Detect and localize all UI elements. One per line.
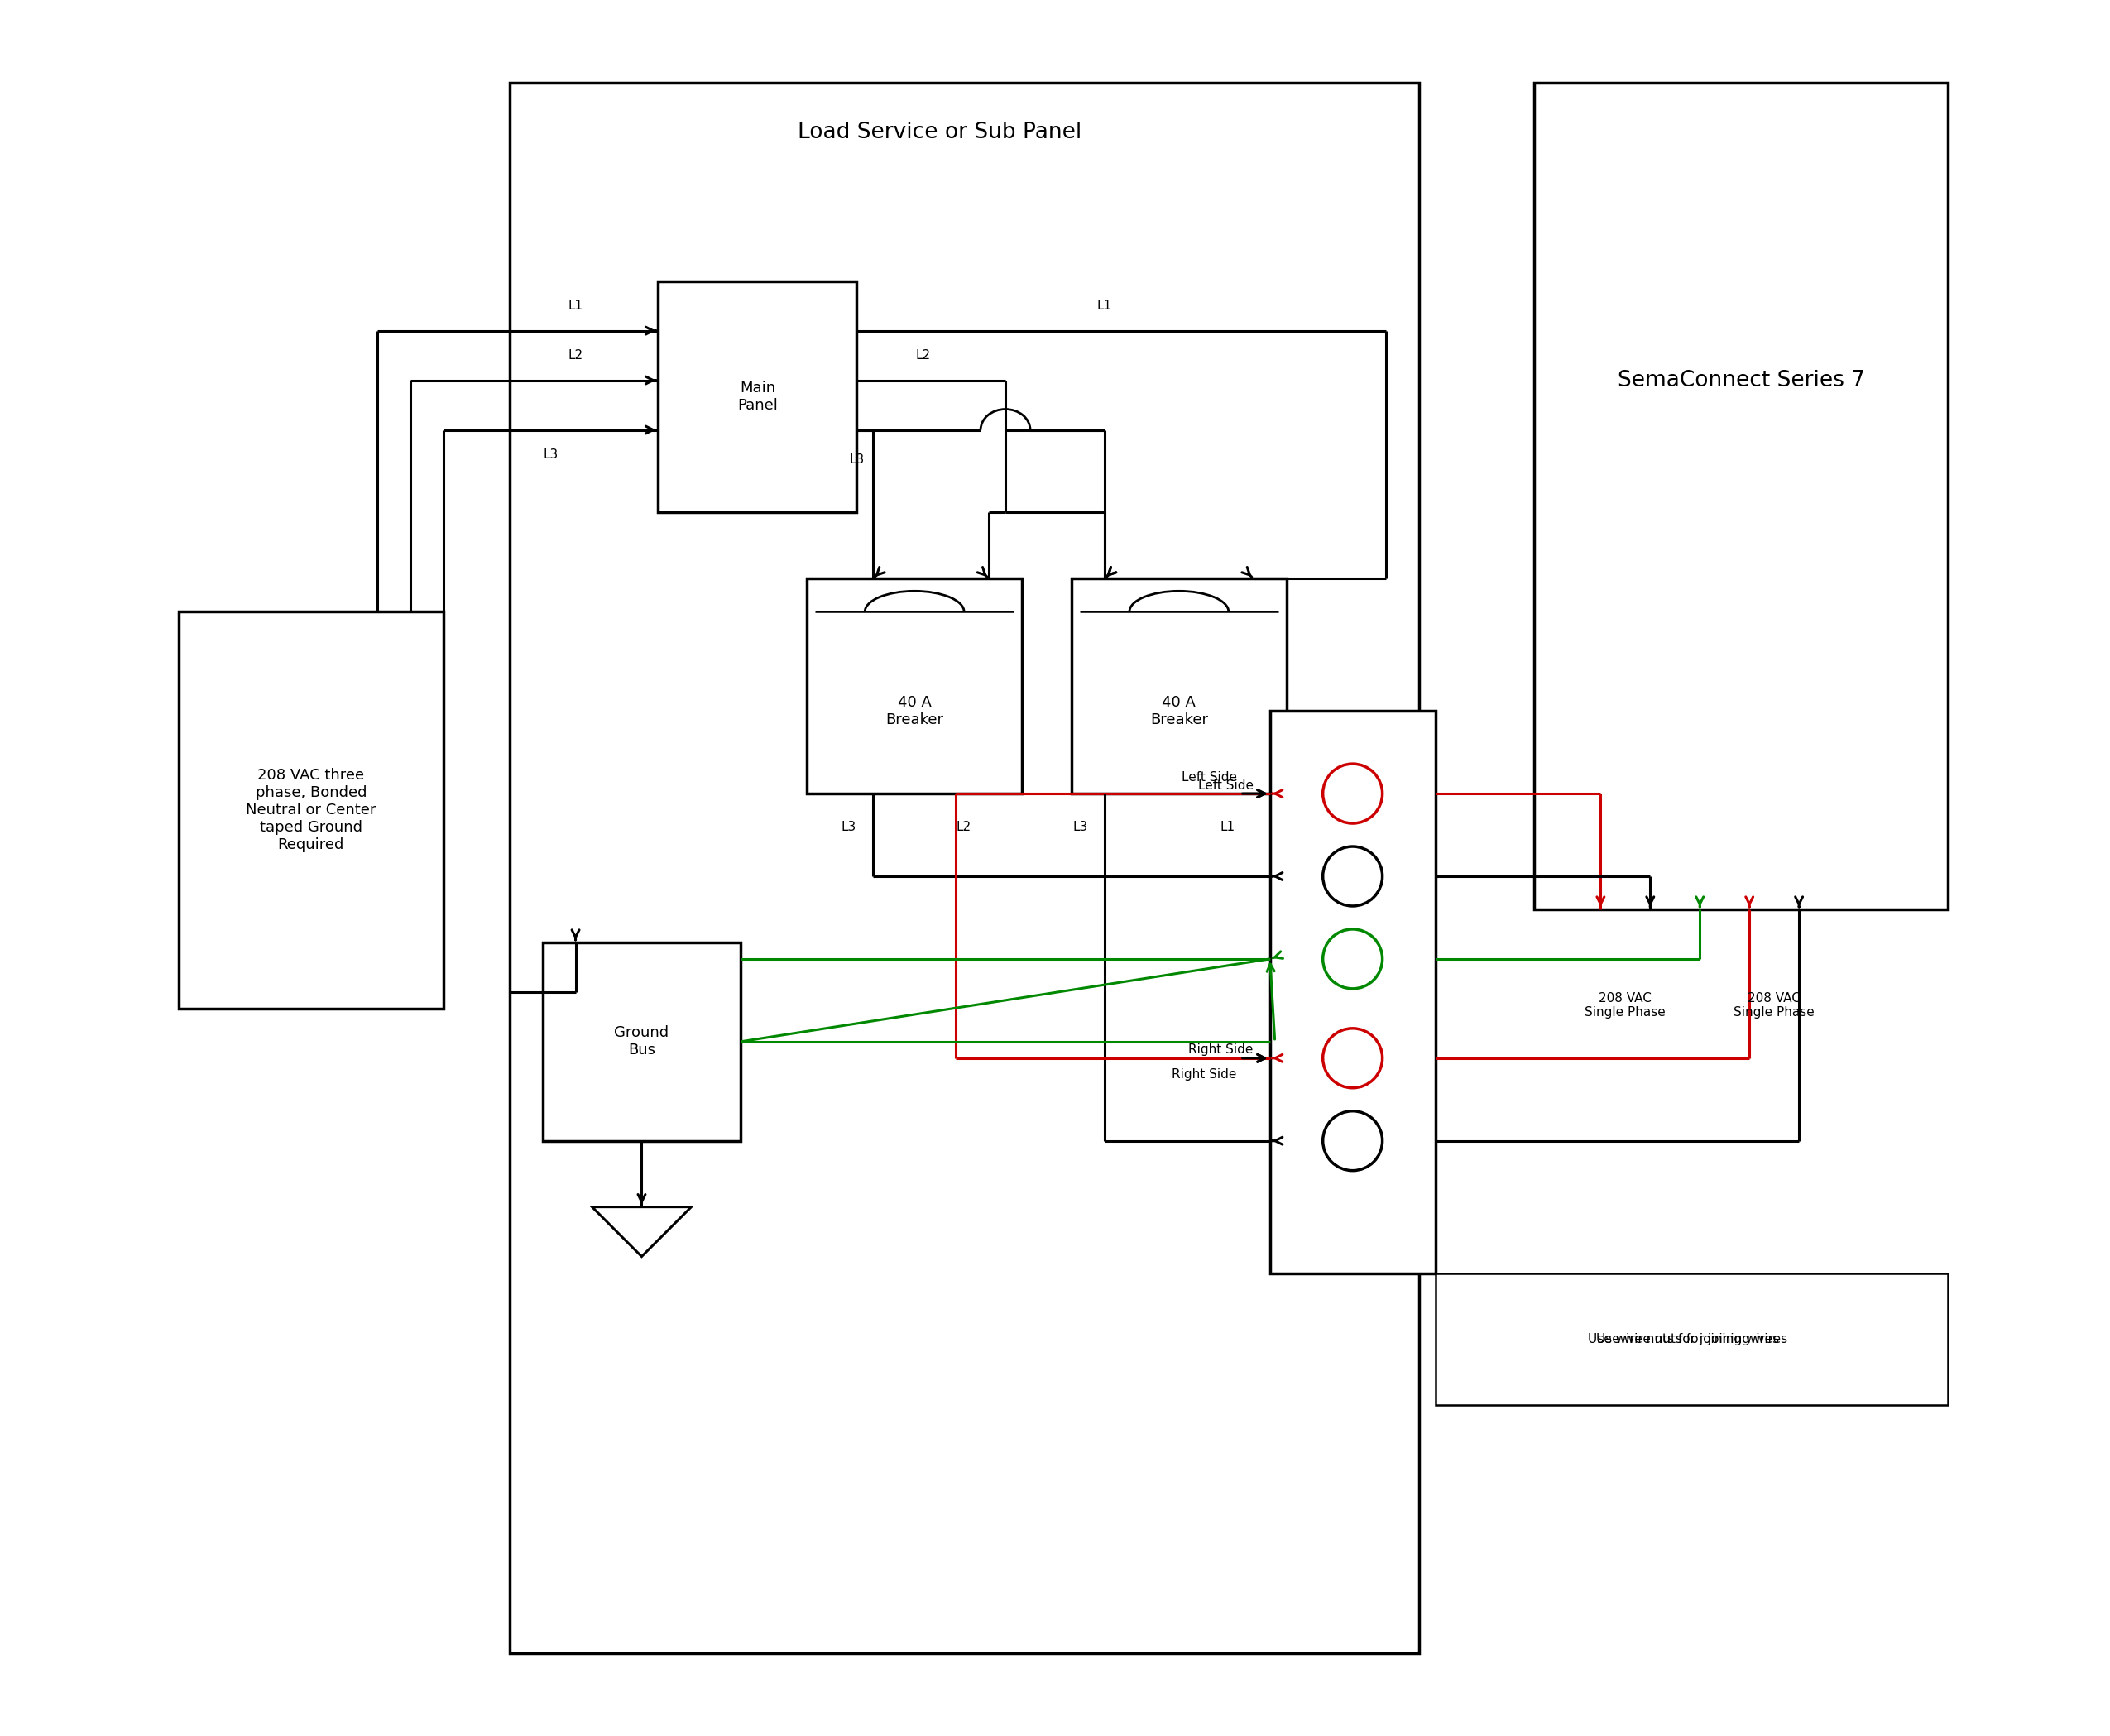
Text: 208 VAC three
phase, Bonded
Neutral or Center
taped Ground
Required: 208 VAC three phase, Bonded Neutral or C… bbox=[247, 769, 376, 852]
Text: L2: L2 bbox=[916, 349, 931, 361]
Text: L3: L3 bbox=[842, 821, 857, 833]
Bar bbox=[1435, 1272, 1948, 1406]
Text: Load Service or Sub Panel: Load Service or Sub Panel bbox=[798, 122, 1080, 142]
Text: Left Side: Left Side bbox=[1182, 771, 1236, 783]
Text: Main
Panel: Main Panel bbox=[736, 380, 779, 413]
Text: L2: L2 bbox=[956, 821, 971, 833]
Text: L3: L3 bbox=[848, 453, 865, 465]
Text: L3: L3 bbox=[1074, 821, 1089, 833]
Circle shape bbox=[1323, 847, 1382, 906]
Text: 40 A
Breaker: 40 A Breaker bbox=[886, 694, 943, 727]
Bar bbox=[179, 611, 443, 1009]
Text: Use wire nuts for joining wires: Use wire nuts for joining wires bbox=[1587, 1333, 1779, 1345]
Text: 208 VAC
Single Phase: 208 VAC Single Phase bbox=[1585, 991, 1665, 1019]
Text: Right Side: Right Side bbox=[1188, 1043, 1253, 1055]
Text: L1: L1 bbox=[568, 300, 582, 312]
Bar bbox=[1534, 83, 1948, 910]
Bar bbox=[509, 83, 1418, 1653]
Text: L1: L1 bbox=[1220, 821, 1234, 833]
Circle shape bbox=[1323, 764, 1382, 823]
Bar bbox=[1270, 712, 1435, 1272]
Text: Ground
Bus: Ground Bus bbox=[614, 1026, 669, 1057]
Text: Right Side: Right Side bbox=[1171, 1068, 1236, 1082]
Text: L2: L2 bbox=[568, 349, 582, 361]
Text: L3: L3 bbox=[542, 448, 559, 460]
Text: SemaConnect Series 7: SemaConnect Series 7 bbox=[1618, 370, 1865, 391]
Bar bbox=[542, 943, 741, 1141]
Circle shape bbox=[1323, 929, 1382, 990]
Text: Use wire nuts for joining wires: Use wire nuts for joining wires bbox=[1595, 1333, 1787, 1345]
Bar bbox=[1072, 578, 1287, 793]
Text: 208 VAC
Single Phase: 208 VAC Single Phase bbox=[1734, 991, 1815, 1019]
Circle shape bbox=[1323, 1028, 1382, 1088]
Bar bbox=[806, 578, 1021, 793]
Text: Left Side: Left Side bbox=[1198, 779, 1253, 792]
Text: L1: L1 bbox=[1097, 300, 1112, 312]
Bar bbox=[658, 281, 857, 512]
Circle shape bbox=[1323, 1111, 1382, 1170]
Text: 40 A
Breaker: 40 A Breaker bbox=[1150, 694, 1207, 727]
